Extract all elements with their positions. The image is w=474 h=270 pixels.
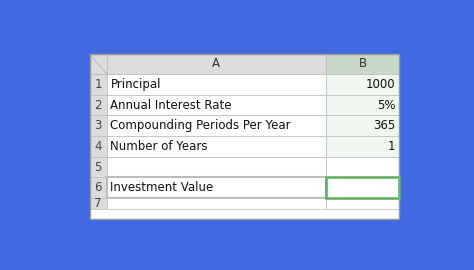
Bar [107,177,326,198]
Bar [90,54,399,219]
Bar [90,136,107,157]
Bar [326,198,399,210]
Text: 2: 2 [94,99,102,112]
Text: 1: 1 [94,78,102,91]
Bar [107,74,326,95]
Text: Investment Value: Investment Value [110,181,214,194]
Bar [107,115,326,136]
Bar [107,136,326,157]
Text: 1: 1 [388,140,395,153]
Bar [326,54,399,74]
Bar [326,74,399,95]
Bar [90,74,107,95]
Bar [326,157,399,177]
Text: Annual Interest Rate: Annual Interest Rate [110,99,232,112]
Text: 3: 3 [94,119,102,132]
Bar [90,157,107,177]
Bar [90,198,107,210]
Bar [90,54,107,74]
Text: Principal: Principal [110,78,161,91]
Bar [326,115,399,136]
Bar [326,177,399,198]
Bar [90,115,107,136]
Text: Compounding Periods Per Year: Compounding Periods Per Year [110,119,291,132]
Text: 6: 6 [94,181,102,194]
Bar [326,136,399,157]
Text: 5%: 5% [377,99,395,112]
Bar [107,198,326,210]
Bar [90,95,107,115]
Text: 7: 7 [94,197,102,210]
Text: 1000: 1000 [366,78,395,91]
Text: 5: 5 [94,161,102,174]
Text: 365: 365 [373,119,395,132]
Text: Number of Years: Number of Years [110,140,208,153]
Text: 4: 4 [94,140,102,153]
Bar [107,157,326,177]
Bar [90,177,107,198]
Text: A: A [212,58,220,70]
Text: 1051.27: 1051.27 [347,181,395,194]
Text: B: B [359,58,367,70]
Bar [326,95,399,115]
Bar [107,54,326,74]
Bar [107,95,326,115]
Bar [90,54,399,219]
